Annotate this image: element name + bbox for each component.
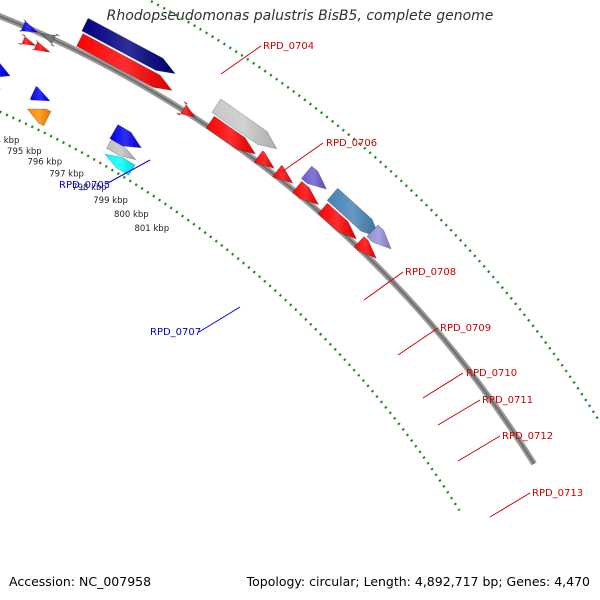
gene-leader-line (457, 435, 501, 462)
gene-label[interactable]: RPD_0711 (482, 395, 533, 406)
gene-label[interactable]: RPD_0710 (466, 368, 517, 379)
feature-silver-small-gloss (106, 139, 136, 160)
ruler-label: 799 kbp (93, 196, 128, 206)
feature-lavender-bottom-gloss (366, 225, 392, 249)
gene-label[interactable]: RPD_0709 (440, 323, 491, 334)
map-title: Rhodopseudomonas palustris BisB5, comple… (106, 8, 494, 24)
gene-leader-line (363, 271, 404, 301)
ruler-label: 798 kbp (72, 183, 107, 193)
gene-label[interactable]: RPD_0708 (405, 267, 456, 278)
feature-navy-long-gloss (81, 18, 175, 74)
backbone-line (0, 13, 537, 466)
feature-red-small-1-gloss (17, 34, 36, 46)
feature-steelblue-0713-gloss (327, 188, 380, 238)
gene-label[interactable]: RPD_0712 (502, 431, 553, 442)
ruler-label: 801 kbp (134, 224, 169, 234)
ruler-label: 797 kbp (49, 170, 84, 180)
backbone-core (0, 15, 535, 465)
features (0, 17, 392, 259)
feature-red-long-gloss (76, 33, 172, 91)
gene-label[interactable]: RPD_0707 (150, 327, 201, 338)
feature-red-0708-gloss (176, 101, 195, 117)
ruler-labels: 789 kbp790 kbp791 kbp792 kbp793 kbp794 k… (0, 136, 169, 234)
feature-blue-left-3-gloss (109, 124, 142, 148)
outer-dotted-track (146, 0, 600, 424)
feature-orange-gloss (27, 109, 51, 126)
feature-purple-0712-gloss (301, 166, 327, 190)
feature-red-0709-gloss (206, 116, 256, 154)
gene-label[interactable]: RPD_0713 (532, 488, 583, 499)
gene-labels: RPD_0704 RPD_0705 RPD_0706 RPD_0707 RPD_0708… (59, 41, 583, 518)
feature-red-0710-gloss (254, 150, 275, 169)
gene-leader-line (437, 399, 481, 426)
gene-leader-line (397, 327, 439, 356)
gene-leader-line (489, 492, 531, 518)
feature-red-0711-gloss (272, 165, 293, 184)
feature-blue-left-1-gloss (0, 63, 10, 77)
gene-leader-line (198, 306, 241, 333)
ruler-label: 800 kbp (114, 210, 149, 220)
inner-dotted-track (0, 110, 461, 512)
gene-label[interactable]: RPD_0704 (263, 41, 314, 52)
feature-silver-0709-gloss (212, 99, 277, 149)
feature-cyan-gloss (105, 154, 135, 176)
gene-leader-line (422, 372, 464, 399)
dotted-tracks (0, 0, 600, 512)
feature-red-small-2-gloss (32, 40, 50, 53)
feature-darkgray-small-gloss (41, 33, 60, 47)
ruler-label: 795 kbp (7, 147, 42, 157)
accession-text: Accession: NC_007958 (9, 574, 152, 589)
feature-blue-left-2-gloss (30, 86, 50, 101)
ruler-label: 796 kbp (27, 158, 62, 168)
summary-text: Topology: circular; Length: 4,892,717 bp… (246, 574, 590, 589)
feature-red-0712-gloss (292, 181, 319, 205)
gene-label[interactable]: RPD_0706 (326, 138, 377, 149)
gene-leader-line (220, 45, 262, 75)
backbone (0, 13, 537, 466)
gene-leader-line (105, 159, 151, 185)
ruler-label: 794 kbp (0, 136, 19, 146)
feature-red-0713-gloss (318, 203, 357, 239)
feature-blue-small-1-gloss (19, 19, 38, 33)
feature-red-bottom-gloss (354, 236, 377, 259)
gene-leader-line (282, 142, 324, 172)
gene-label[interactable]: RPD_0705 (59, 180, 110, 191)
